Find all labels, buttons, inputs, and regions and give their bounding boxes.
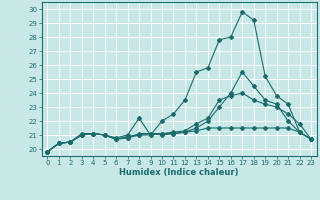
X-axis label: Humidex (Indice chaleur): Humidex (Indice chaleur)	[119, 168, 239, 177]
